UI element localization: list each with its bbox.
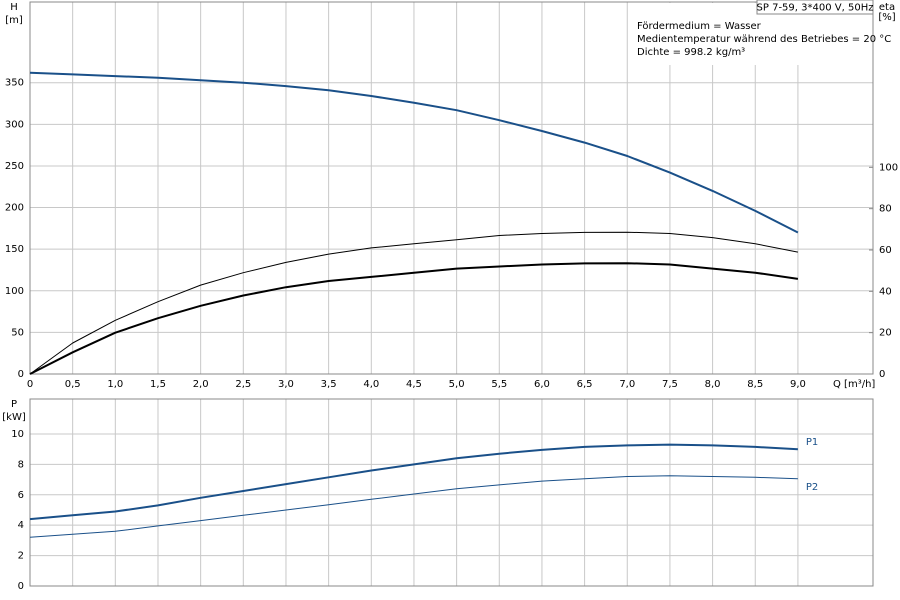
- x-tick-label: 3,0: [278, 379, 294, 390]
- x-tick-label: 6,0: [534, 379, 550, 390]
- y-axis-unit: [m]: [5, 15, 23, 26]
- x-tick-label: 5,0: [449, 379, 465, 390]
- x-tick-label: 7,0: [619, 379, 635, 390]
- x-tick-label: 1,0: [107, 379, 123, 390]
- y2-axis-unit: [%]: [878, 12, 895, 23]
- x-axis-label: Q [m³/h]: [833, 379, 875, 390]
- x-tick-label: 5,5: [491, 379, 507, 390]
- x-tick-label: 4,0: [363, 379, 379, 390]
- plot-frame: [29, 398, 874, 587]
- info-title: SP 7-59, 3*400 V, 50Hz: [757, 3, 874, 14]
- y2-tick-label: 80: [879, 204, 892, 215]
- series-line: [29, 262, 799, 375]
- series-label: P1: [806, 437, 818, 448]
- y-axis-unit: [kW]: [2, 412, 26, 423]
- series-line: [29, 231, 798, 375]
- y2-tick-label: 0: [879, 369, 885, 380]
- y-tick-label: 300: [5, 119, 24, 130]
- y-tick-label: 0: [18, 369, 24, 380]
- x-tick-label: 2,5: [235, 379, 251, 390]
- series-label: P2: [806, 482, 818, 493]
- x-tick-label: 8,5: [747, 379, 763, 390]
- y-tick-label: 250: [5, 161, 24, 172]
- y-tick-label: 100: [5, 286, 24, 297]
- y-tick-label: 0: [18, 581, 24, 592]
- y2-tick-label: 60: [879, 245, 892, 256]
- y-tick-label: 6: [18, 490, 24, 501]
- y2-tick-label: 100: [879, 162, 898, 173]
- plot-frame: [29, 1, 874, 375]
- y-tick-label: 150: [5, 244, 24, 255]
- y-axis-label: P: [11, 399, 17, 410]
- info-line: Fördermedium = Wasser: [637, 21, 762, 32]
- x-tick-label: 8,0: [705, 379, 721, 390]
- y2-axis-label: eta: [879, 2, 895, 13]
- series-line: [29, 443, 798, 521]
- y-tick-label: 10: [11, 429, 24, 440]
- y-tick-label: 2: [18, 551, 24, 562]
- info-line: Dichte = 998.2 kg/m³: [637, 47, 745, 58]
- y-tick-label: 50: [11, 327, 24, 338]
- series-line: [29, 475, 798, 538]
- info-line: Medientemperatur während des Betriebes =…: [637, 34, 891, 45]
- x-tick-label: 2,0: [193, 379, 209, 390]
- x-tick-label: 6,5: [577, 379, 593, 390]
- y-tick-label: 4: [18, 520, 24, 531]
- info-title-box: [756, 0, 874, 15]
- x-tick-label: 1,5: [150, 379, 166, 390]
- x-tick-label: 7,5: [662, 379, 678, 390]
- y2-tick-label: 40: [879, 286, 892, 297]
- y-tick-label: 8: [18, 459, 24, 470]
- x-tick-label: 3,5: [321, 379, 337, 390]
- y-tick-label: 200: [5, 203, 24, 214]
- x-tick-label: 0: [27, 379, 33, 390]
- x-tick-label: 9,0: [790, 379, 806, 390]
- x-tick-label: 4,5: [406, 379, 422, 390]
- series-line: [29, 71, 799, 234]
- y2-tick-label: 20: [879, 328, 892, 339]
- y-tick-label: 350: [5, 78, 24, 89]
- y-axis-label: H: [10, 2, 18, 13]
- x-tick-label: 0,5: [65, 379, 81, 390]
